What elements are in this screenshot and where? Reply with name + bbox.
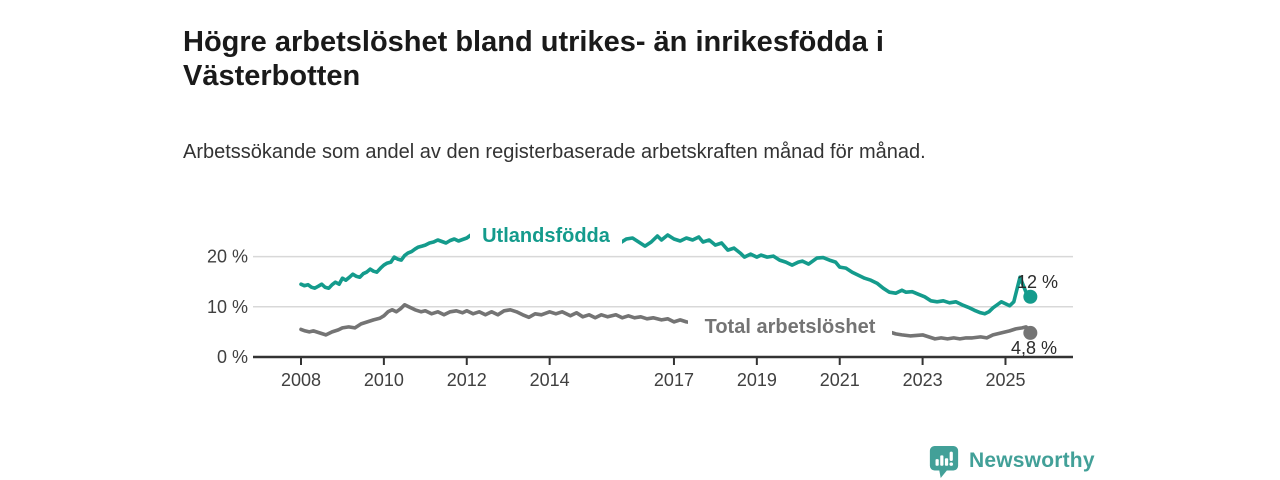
x-tick-label: 2023 [903,370,943,390]
newsworthy-logo: Newsworthy [928,444,1095,478]
end-value-label-total-arbetsloshet: 4,8 % [1011,338,1057,358]
y-tick-label: 20 % [207,247,248,267]
x-tick-label: 2025 [985,370,1025,390]
series-label-utlandsfodda: Utlandsfödda [482,225,611,247]
x-tick-label: 2014 [530,370,570,390]
end-dot-utlandsfodda [1023,289,1038,304]
end-dot-total-arbetsloshet [1023,325,1038,340]
x-tick-label: 2008 [281,370,321,390]
series-line-utlandsfodda [299,230,1033,316]
series-label-mask [470,221,622,249]
y-tick-label: 10 % [207,297,248,317]
page-subtitle: Arbetssökande som andel av den registerb… [183,141,926,163]
series-label-mask [688,312,892,340]
x-tick-label: 2021 [820,370,860,390]
series-line-total-arbetsloshet [299,302,1033,341]
x-tick-label: 2012 [447,370,487,390]
chart-speech-bubble-icon [929,445,959,478]
x-tick-label: 2019 [737,370,777,390]
series-label-total-arbetsloshet: Total arbetslöshet [705,316,876,338]
y-tick-label: 0 % [217,347,248,367]
page-title: Högre arbetslöshet bland utrikes- än inr… [183,26,884,93]
x-tick-label: 2017 [654,370,694,390]
x-tick-label: 2010 [364,370,404,390]
newsworthy-logo-text: Newsworthy [969,449,1095,472]
end-value-label-utlandsfodda: 12 % [1017,272,1058,292]
